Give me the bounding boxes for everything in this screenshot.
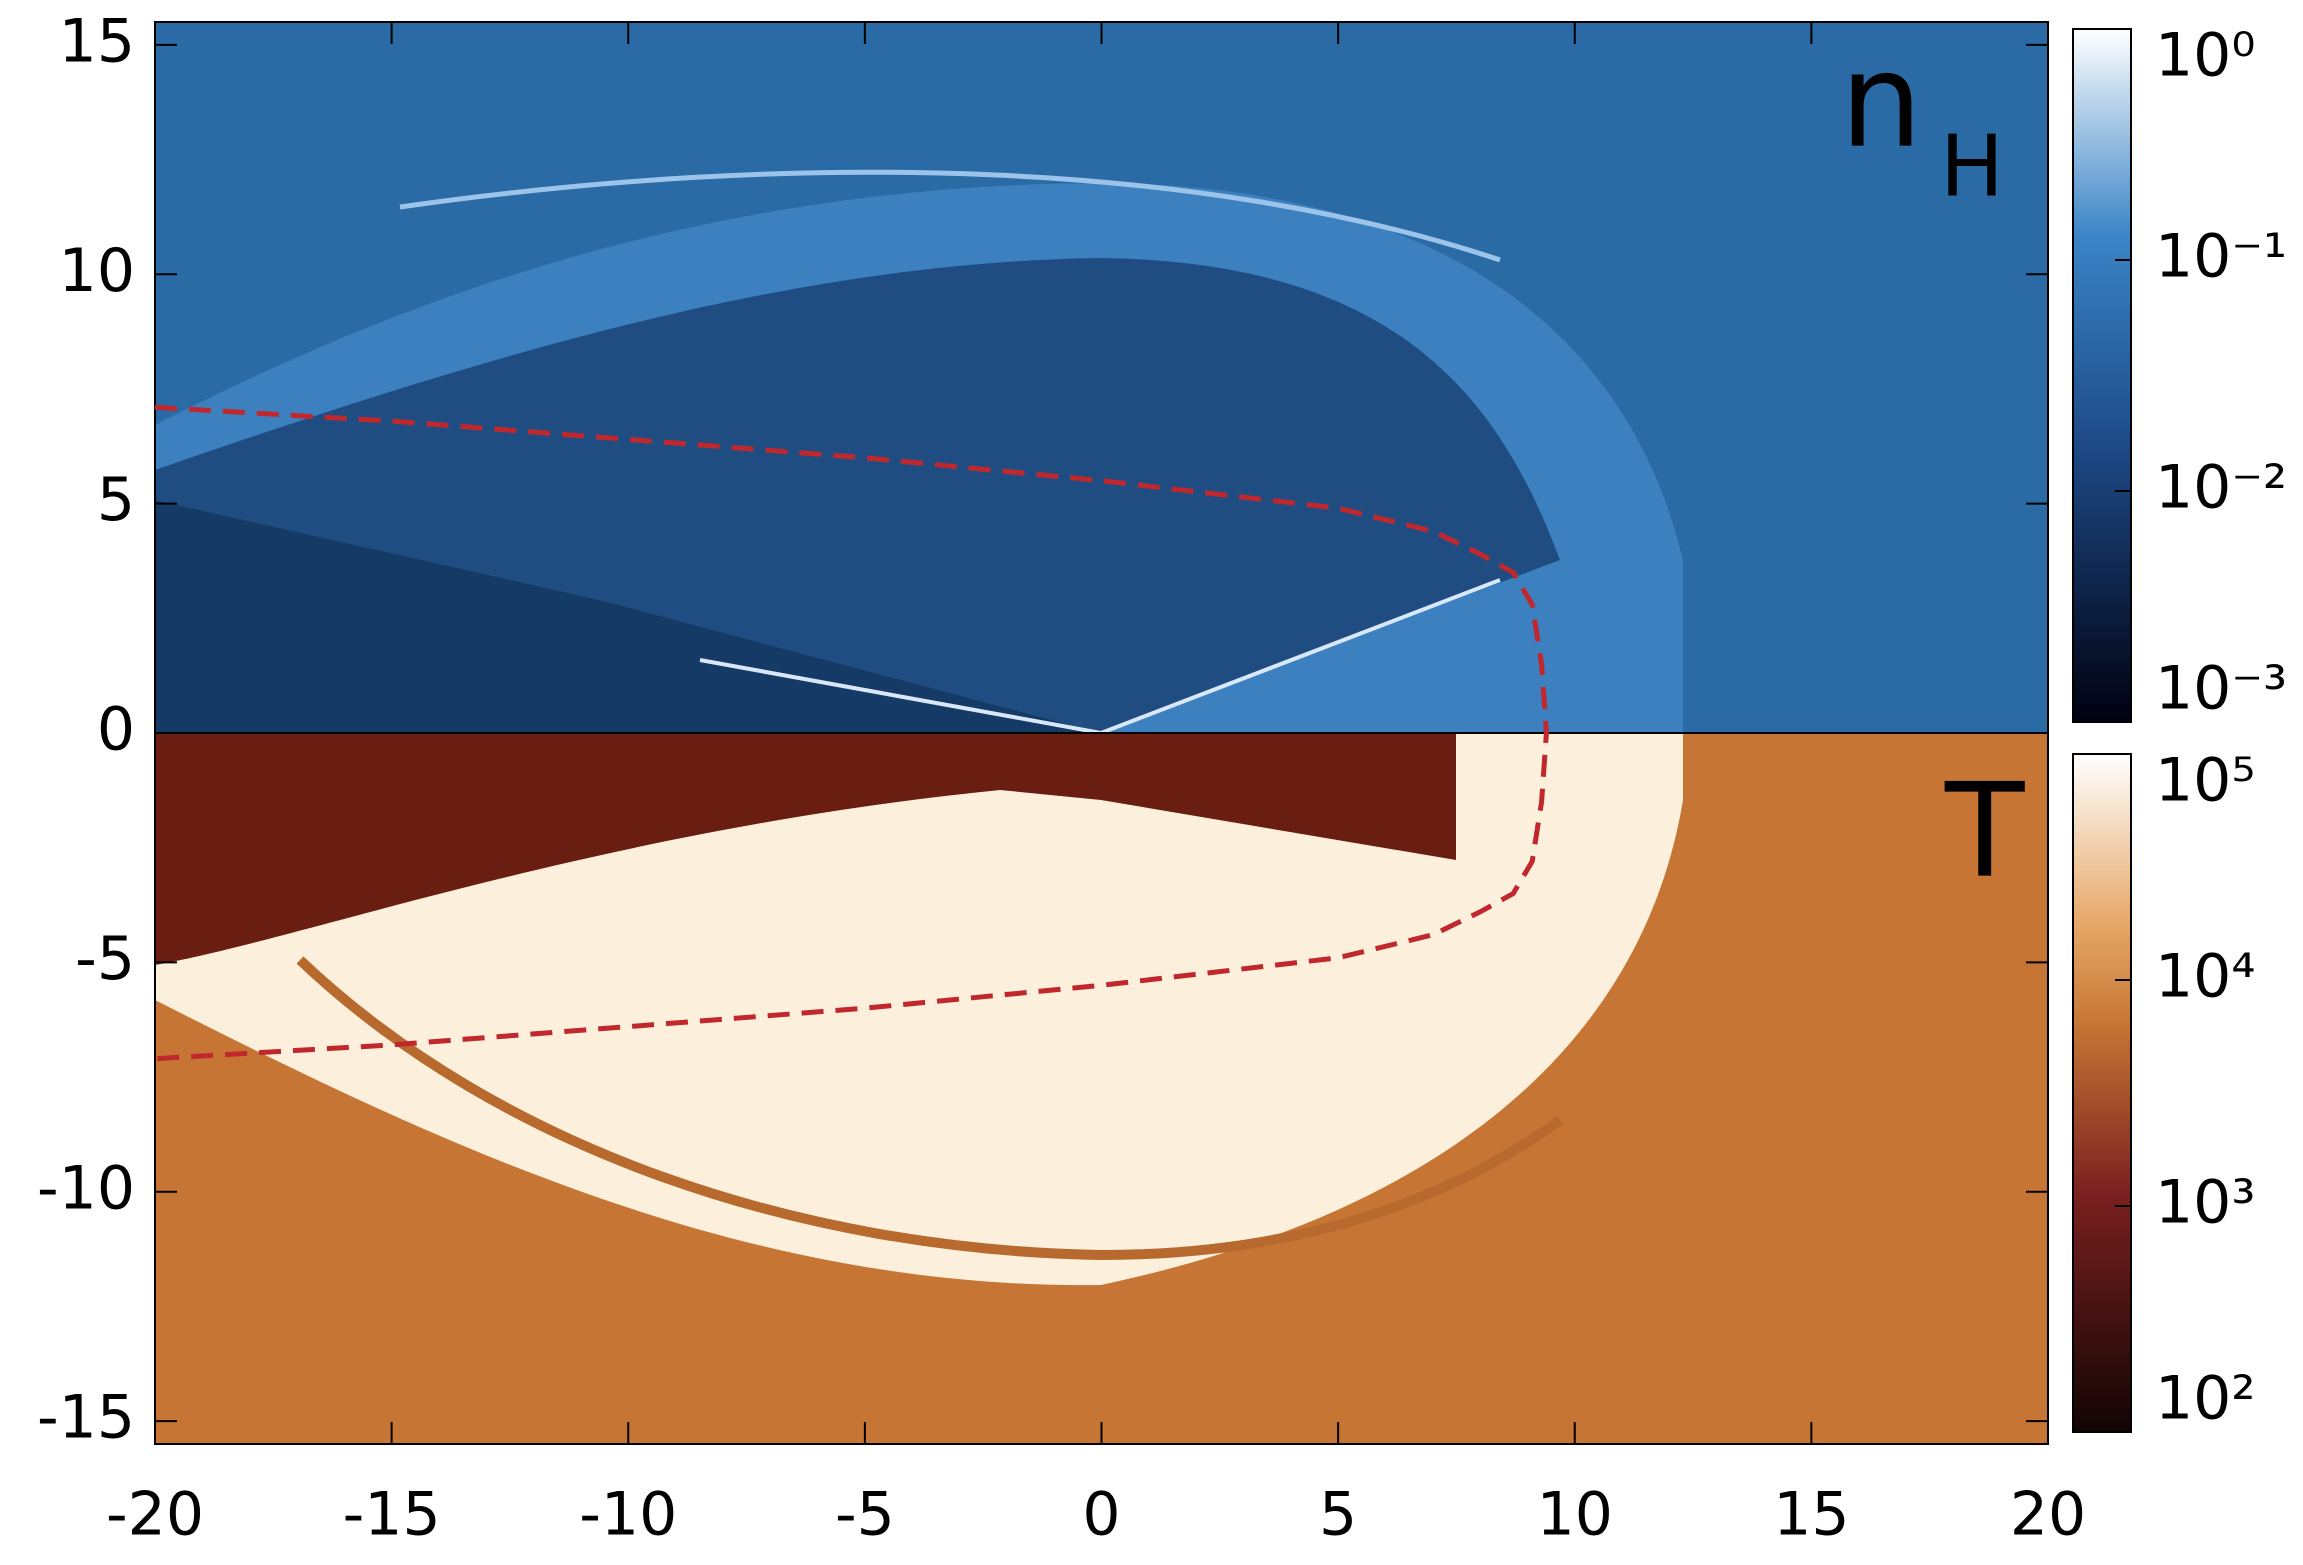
colorbar	[2072, 28, 2132, 723]
y-tick-label: 0	[97, 695, 135, 765]
x-tick-label: 20	[2010, 1480, 2086, 1550]
colorbar-tick-label: 10⁻¹	[2155, 222, 2287, 292]
jet-region	[155, 500, 1101, 733]
x-tick-label: -5	[835, 1480, 895, 1550]
shock-front	[699, 578, 1501, 733]
y-tick-label: 15	[59, 7, 135, 77]
colorbar-tick-label: 10³	[2155, 1168, 2255, 1238]
colorbar-tick-label: 10²	[2155, 1364, 2255, 1434]
x-tick-label: -15	[343, 1480, 441, 1550]
cavity	[155, 258, 1560, 733]
panel-label: n	[1840, 25, 1922, 177]
density-panel	[155, 22, 2048, 733]
x-tick-label: 0	[1082, 1480, 1120, 1550]
x-tick-label: -20	[106, 1480, 204, 1550]
cool-shell	[296, 956, 1563, 1261]
outer-shock	[399, 169, 1501, 263]
x-tick-label: 10	[1537, 1480, 1613, 1550]
trajectory-curve	[154, 404, 1549, 1062]
colorbar-tick-label: 10⁰	[2155, 21, 2255, 91]
colorbar-tick-label: 10⁻³	[2155, 654, 2287, 724]
colorbar-tick-label: 10⁻²	[2155, 453, 2287, 523]
panel-label: T	[1944, 755, 2025, 907]
y-tick-label: -5	[75, 924, 135, 994]
temperature-panel	[155, 733, 2048, 1444]
cool-region	[155, 733, 1456, 965]
x-tick-label: -10	[579, 1480, 677, 1550]
x-tick-label: 5	[1319, 1480, 1357, 1550]
y-tick-label: 10	[59, 236, 135, 306]
x-tick-label: 15	[1773, 1480, 1849, 1550]
colorbar-tick-label: 10⁴	[2155, 942, 2255, 1012]
y-tick-label: -15	[37, 1383, 135, 1453]
colorbar	[2072, 753, 2132, 1433]
hot-bubble	[155, 733, 1683, 1286]
y-tick-label: -10	[37, 1153, 135, 1223]
y-tick-label: 5	[97, 465, 135, 535]
colorbar-tick-label: 10⁵	[2155, 746, 2255, 816]
panel-label-subscript: H	[1940, 117, 2004, 216]
